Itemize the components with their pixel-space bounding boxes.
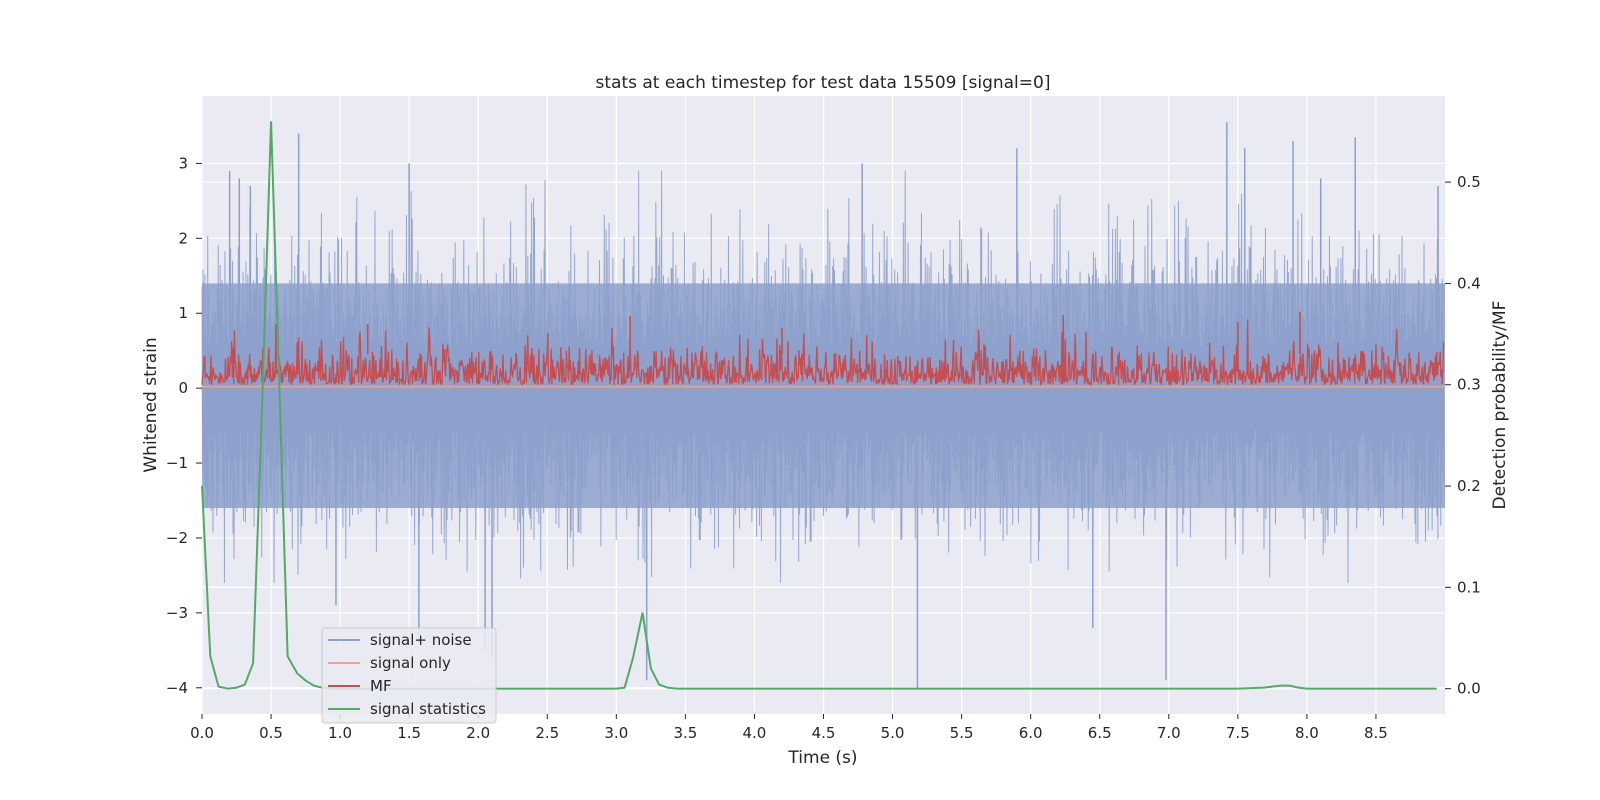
- x-tick-label: 6.0: [1019, 724, 1043, 742]
- x-tick-label: 5.5: [950, 724, 974, 742]
- x-tick-label: 8.0: [1295, 724, 1319, 742]
- y2-tick-label: 0.2: [1457, 477, 1481, 495]
- data-layer: [201, 121, 1445, 690]
- x-tick-label: 1.0: [328, 724, 352, 742]
- axes: 0.0 0.5 1.0 1.5 2.0 2.5 3.0 3.5 4.0 4.5 5.0 5.5 6.0 6…: [166, 154, 1481, 742]
- legend-label-signal-statistics: signal statistics: [370, 700, 486, 718]
- y2-tick-label: 0.0: [1457, 680, 1481, 698]
- series-signal-noise-band: [202, 283, 1445, 508]
- x-tick-label: 3.0: [604, 724, 628, 742]
- x-tick-label: 7.0: [1157, 724, 1181, 742]
- y2-tick-label: 0.3: [1457, 376, 1481, 394]
- legend-label-signal-noise: signal+ noise: [370, 631, 472, 649]
- x-tick-label: 5.0: [881, 724, 905, 742]
- x-tick-label: 0.5: [259, 724, 283, 742]
- y-tick-label: 1: [178, 304, 188, 322]
- y-tick-label: −1: [166, 454, 188, 472]
- y-tick-label: −2: [166, 529, 188, 547]
- x-tick-label: 1.5: [397, 724, 421, 742]
- y2-tick-label: 0.1: [1457, 578, 1481, 596]
- series-mf: [201, 314, 1445, 387]
- legend-label-signal-only: signal only: [370, 654, 451, 672]
- x-tick-label: 4.5: [812, 724, 836, 742]
- y2-axis-label: Detection probability/MF: [1490, 301, 1510, 510]
- y2-tick-label: 0.4: [1457, 274, 1481, 292]
- x-tick-label: 7.5: [1226, 724, 1250, 742]
- legend-box: [321, 627, 497, 724]
- y2-tick-label: 0.5: [1457, 173, 1481, 191]
- y-tick-label: −4: [166, 679, 188, 697]
- legend: signal+ noise signal only MF signal stat…: [321, 627, 497, 724]
- x-tick-label: 3.5: [673, 724, 697, 742]
- x-tick-label: 2.0: [466, 724, 490, 742]
- y-tick-label: 0: [178, 379, 188, 397]
- y-tick-label: 3: [178, 154, 188, 172]
- series-signal-statistics: [201, 121, 1437, 690]
- legend-label-mf: MF: [370, 677, 392, 695]
- x-axis-label: Time (s): [787, 748, 857, 768]
- y-tick-label: −3: [166, 604, 188, 622]
- y-tick-label: 2: [178, 229, 188, 247]
- x-tick-label: 4.0: [743, 724, 767, 742]
- x-tick-label: 0.0: [190, 724, 214, 742]
- chart-title: stats at each timestep for test data 155…: [596, 73, 1051, 93]
- x-tick-label: 6.5: [1088, 724, 1112, 742]
- y-axis-label: Whitened strain: [141, 337, 161, 472]
- x-tick-label: 2.5: [535, 724, 559, 742]
- x-tick-label: 8.5: [1364, 724, 1388, 742]
